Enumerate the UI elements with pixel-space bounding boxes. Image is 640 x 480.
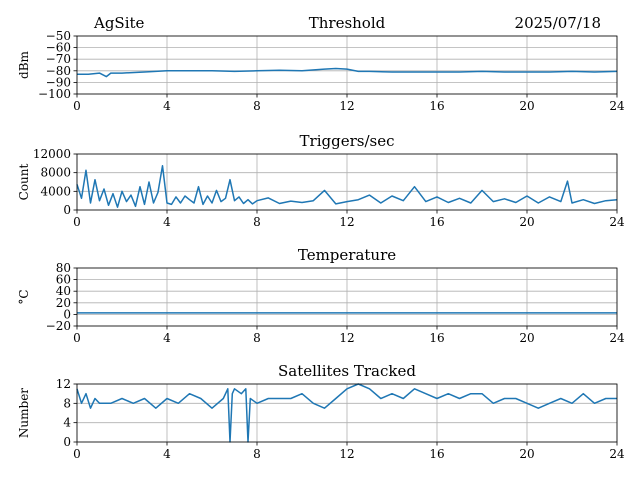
panel-0: 0 4 8 12 16 20 24 −100−90−80−70−60−50 Threshold d… — [17, 14, 625, 113]
y-tick-label: −90 — [46, 75, 71, 89]
x-tick-label: 24 — [609, 99, 625, 113]
y-tick-label: 80 — [56, 261, 71, 275]
y-tick-label: 0 — [63, 435, 71, 449]
x-tick-label: 16 — [429, 99, 444, 113]
site-label: AgSite — [93, 14, 145, 32]
panel-1: 0 4 8 12 16 20 24 0 4000 8000 12000 Triggers/sec Cou… — [17, 132, 625, 229]
plot-frame — [76, 153, 618, 211]
chart-panels: 0 4 8 12 16 20 24 −100−90−80−70−60−50 Threshold d… — [17, 14, 625, 461]
x-tick-label: 4 — [163, 215, 171, 229]
x-tick-label: 0 — [73, 447, 81, 461]
plot-frame — [76, 267, 618, 327]
date-label: 2025/07/18 — [515, 14, 601, 32]
y-tick-label: −20 — [46, 319, 71, 333]
x-tick-label: 24 — [609, 331, 625, 345]
x-tick-label: 20 — [519, 447, 534, 461]
y-axis-label: dBm — [17, 50, 31, 79]
y-tick-label: 4 — [63, 416, 71, 430]
y-tick-label: −70 — [46, 52, 71, 66]
x-tick-label: 20 — [519, 331, 534, 345]
x-tick-label: 12 — [339, 447, 354, 461]
y-tick-label: 12 — [56, 377, 71, 391]
y-tick-label: 60 — [56, 273, 71, 287]
x-tick-label: 24 — [609, 447, 625, 461]
y-tick-label: −60 — [46, 41, 71, 55]
x-tick-label: 8 — [253, 447, 261, 461]
x-tick-label: 24 — [609, 215, 625, 229]
y-tick-label: 0 — [63, 203, 71, 217]
x-tick-label: 16 — [429, 447, 444, 461]
y-tick-label: 8000 — [40, 166, 71, 180]
panel-title: Satellites Tracked — [278, 362, 416, 380]
y-tick-label: 4000 — [40, 184, 71, 198]
y-axis-label: °C — [17, 289, 31, 304]
series-line — [76, 164, 618, 208]
y-tick-label: 40 — [56, 284, 71, 298]
x-tick-label: 4 — [163, 99, 171, 113]
y-tick-label: 12000 — [33, 147, 71, 161]
y-tick-label: −50 — [46, 29, 71, 43]
x-tick-label: 12 — [339, 331, 354, 345]
x-tick-label: 0 — [73, 99, 81, 113]
x-tick-label: 8 — [253, 99, 261, 113]
panel-3: 0 4 8 12 16 20 24 0 4 8 12 Satellites Tracked Number — [17, 362, 625, 461]
panel-title: Temperature — [298, 246, 396, 264]
panel-title: Triggers/sec — [300, 132, 395, 150]
y-tick-label: 0 — [63, 307, 71, 321]
x-tick-label: 12 — [339, 215, 354, 229]
y-axis-label: Count — [17, 163, 31, 200]
series-line — [76, 383, 617, 443]
x-tick-label: 4 — [163, 447, 171, 461]
y-tick-label: −100 — [38, 87, 71, 101]
x-tick-label: 0 — [73, 215, 81, 229]
series-line — [77, 67, 618, 78]
plot-frame — [76, 383, 618, 443]
x-tick-label: 20 — [519, 99, 534, 113]
x-tick-label: 4 — [163, 331, 171, 345]
x-tick-label: 12 — [339, 99, 354, 113]
x-tick-label: 0 — [73, 331, 81, 345]
x-tick-label: 16 — [429, 331, 444, 345]
x-tick-label: 8 — [253, 331, 261, 345]
y-tick-label: −80 — [46, 64, 71, 78]
y-axis-label: Number — [17, 388, 31, 438]
plot-frame — [76, 35, 618, 95]
x-tick-label: 16 — [429, 215, 444, 229]
x-tick-label: 8 — [253, 215, 261, 229]
x-tick-label: 20 — [519, 215, 534, 229]
y-tick-label: 8 — [63, 396, 71, 410]
panel-title: Threshold — [309, 14, 386, 32]
y-tick-label: 20 — [56, 296, 71, 310]
